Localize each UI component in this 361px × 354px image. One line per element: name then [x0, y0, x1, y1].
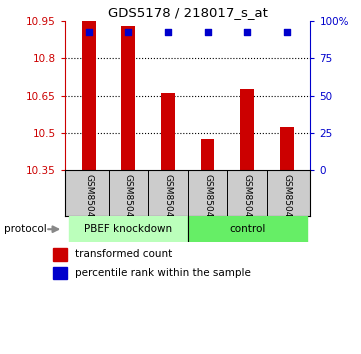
Point [165, 29, 171, 34]
Bar [280, 127, 293, 170]
Point [125, 29, 131, 34]
Bar [121, 26, 135, 170]
Bar [161, 93, 175, 170]
Bar [82, 21, 96, 170]
Text: transformed count: transformed count [75, 249, 172, 259]
Text: GSM850412: GSM850412 [243, 173, 252, 228]
Text: GSM850410: GSM850410 [164, 173, 173, 228]
Bar [69, 216, 188, 242]
Text: GSM850413: GSM850413 [282, 173, 291, 228]
Title: GDS5178 / 218017_s_at: GDS5178 / 218017_s_at [108, 6, 268, 19]
Bar [53, 267, 67, 279]
Bar [53, 248, 67, 261]
Bar [240, 90, 254, 170]
Text: GSM850408: GSM850408 [84, 173, 93, 228]
Point [244, 29, 250, 34]
Bar [188, 216, 306, 242]
Text: protocol: protocol [4, 224, 46, 234]
Text: control: control [229, 224, 265, 234]
Text: GSM850409: GSM850409 [124, 173, 133, 228]
Point [205, 29, 210, 34]
Text: GSM850411: GSM850411 [203, 173, 212, 228]
Bar [201, 139, 214, 170]
Text: PBEF knockdown: PBEF knockdown [84, 224, 173, 234]
Point [86, 29, 92, 34]
Text: percentile rank within the sample: percentile rank within the sample [75, 268, 251, 278]
Point [284, 29, 290, 34]
